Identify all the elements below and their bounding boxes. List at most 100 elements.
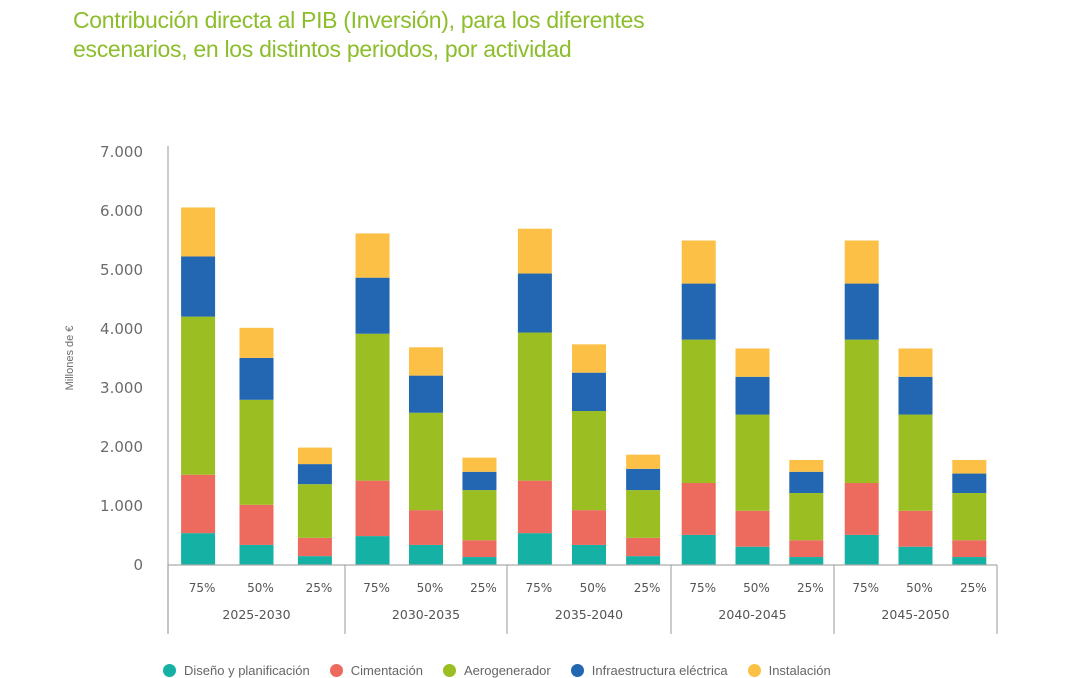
bar-segment-cimentacion	[355, 480, 390, 537]
bar-segment-diseno-y-planificacion	[517, 533, 552, 565]
bar-segment-instalacion	[239, 327, 274, 358]
bar-segment-instalacion	[626, 454, 661, 469]
bar-segment-infraestructura-electrica	[735, 376, 770, 415]
y-tick-label: 3.000	[100, 379, 143, 397]
bar-segment-cimentacion	[898, 510, 933, 547]
y-tick-label: 6.000	[100, 202, 143, 220]
bar-segment-cimentacion	[789, 540, 824, 558]
y-tick-label: 7.000	[100, 143, 143, 161]
bar-segment-aerogenerador	[789, 493, 824, 541]
bar-segment-infraestructura-electrica	[517, 273, 552, 333]
bar-segment-instalacion	[572, 344, 606, 373]
bar-segment-infraestructura-electrica	[898, 376, 933, 415]
scenario-label: 75%	[526, 581, 553, 595]
legend-swatch-icon	[443, 664, 456, 677]
bar-segment-aerogenerador	[735, 414, 770, 511]
legend-item: Aerogenerador	[443, 663, 551, 678]
bar-segment-aerogenerador	[517, 332, 552, 481]
y-tick-label: 4.000	[100, 320, 143, 338]
scenario-label: 75%	[852, 581, 879, 595]
scenario-label: 50%	[247, 581, 274, 595]
legend-label: Aerogenerador	[464, 663, 551, 678]
bar-segment-instalacion	[844, 240, 879, 284]
legend-label: Infraestructura eléctrica	[591, 663, 728, 678]
bar-segment-cimentacion	[681, 482, 716, 535]
bar-segment-diseno-y-planificacion	[626, 556, 661, 565]
legend-swatch-icon	[329, 664, 343, 677]
group-label: 2025-2030	[222, 607, 290, 622]
y-tick-label: 5.000	[100, 261, 143, 279]
legend-item: Instalación	[747, 663, 831, 678]
bar-segment-instalacion	[681, 240, 716, 284]
bar-segment-aerogenerador	[898, 414, 933, 511]
bar-segment-infraestructura-electrica	[239, 357, 274, 400]
scenario-label: 75%	[189, 581, 216, 595]
scenario-label: 50%	[743, 581, 770, 595]
bar-segment-diseno-y-planificacion	[181, 533, 216, 565]
bar-segment-aerogenerador	[239, 399, 274, 505]
bar-segment-cimentacion	[572, 510, 606, 545]
bar-segment-infraestructura-electrica	[789, 471, 824, 494]
scenario-label: 25%	[470, 581, 497, 595]
bar-segment-aerogenerador	[355, 333, 390, 481]
bar-segment-infraestructura-electrica	[409, 375, 443, 413]
bar-segment-instalacion	[297, 447, 332, 465]
bar-segment-diseno-y-planificacion	[952, 557, 987, 565]
bar-segment-infraestructura-electrica	[462, 471, 497, 491]
chart-title-line-2: escenarios, en los distintos periodos, p…	[73, 36, 572, 62]
bar-segment-infraestructura-electrica	[572, 372, 606, 412]
y-tick-label: 1.000	[100, 497, 143, 515]
bar-segment-instalacion	[355, 233, 390, 278]
scenario-label: 25%	[306, 581, 333, 595]
legend-label: Cimentación	[350, 663, 423, 678]
bar-segment-cimentacion	[844, 482, 879, 535]
bar-segment-diseno-y-planificacion	[409, 544, 443, 565]
bar-segment-aerogenerador	[844, 339, 879, 483]
scenario-label: 50%	[906, 581, 933, 595]
bars	[181, 207, 987, 565]
bar-segment-diseno-y-planificacion	[239, 544, 274, 565]
bar-segment-diseno-y-planificacion	[572, 544, 606, 565]
legend-label: Diseño y planificación	[184, 663, 310, 678]
chart-title-line-1: Contribución directa al PIB (Inversión),…	[73, 7, 645, 33]
legend-swatch-icon	[570, 664, 584, 677]
scenario-label: 25%	[634, 581, 661, 595]
bar-segment-instalacion	[409, 347, 443, 376]
bar-segment-diseno-y-planificacion	[462, 557, 497, 565]
bar-segment-cimentacion	[239, 504, 274, 545]
bar-segment-diseno-y-planificacion	[898, 546, 933, 565]
bar-segment-cimentacion	[462, 540, 497, 558]
bar-segment-instalacion	[517, 228, 552, 274]
bar-segment-infraestructura-electrica	[181, 256, 216, 317]
bar-segment-diseno-y-planificacion	[735, 546, 770, 565]
bar-segment-diseno-y-planificacion	[355, 536, 390, 565]
bar-segment-aerogenerador	[462, 490, 497, 541]
y-tick-label: 2.000	[100, 438, 143, 456]
legend-label: Instalación	[768, 663, 831, 678]
y-axis-label: Millones de €	[64, 326, 76, 391]
bar-segment-diseno-y-planificacion	[297, 556, 332, 565]
bar-segment-instalacion	[462, 457, 497, 472]
legend-item: Diseño y planificación	[163, 663, 310, 678]
scenario-label: 25%	[960, 581, 987, 595]
bar-segment-aerogenerador	[297, 484, 332, 538]
bar-segment-infraestructura-electrica	[626, 468, 661, 491]
y-axis: 0 1.000 2.000 3.000 4.000 5.000 6.000 7.000 Mill…	[64, 143, 169, 634]
bar-segment-aerogenerador	[572, 411, 606, 511]
bar-segment-aerogenerador	[626, 490, 661, 538]
group-label: 2030-2035	[392, 607, 460, 622]
bar-segment-cimentacion	[297, 537, 332, 557]
bar-segment-instalacion	[898, 348, 933, 377]
legend-item: Cimentación	[329, 663, 423, 678]
bar-segment-aerogenerador	[681, 339, 716, 483]
bar-segment-cimentacion	[409, 510, 443, 545]
bar-segment-infraestructura-electrica	[681, 283, 716, 340]
bar-segment-instalacion	[952, 459, 987, 474]
bar-segment-infraestructura-electrica	[297, 464, 332, 485]
bar-segment-cimentacion	[735, 510, 770, 547]
bar-segment-cimentacion	[181, 474, 216, 534]
bar-segment-cimentacion	[952, 540, 987, 558]
bar-segment-infraestructura-electrica	[355, 277, 390, 334]
bar-segment-diseno-y-planificacion	[789, 557, 824, 565]
